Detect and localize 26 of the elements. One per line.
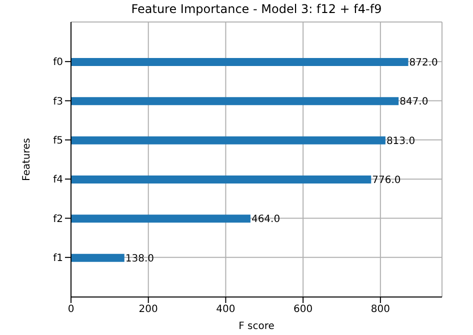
data-label: 847.0 [400,96,428,108]
y-tick-label: f4 [53,174,63,186]
data-label: 464.0 [251,214,280,226]
data-label: 872.0 [409,58,438,69]
x-tick-label: 800 [370,304,390,316]
y-axis-title: Features [22,138,33,181]
bar [71,97,399,106]
x-tick-label: 0 [68,304,74,316]
x-axis-title: F score [238,321,274,332]
bar [71,176,372,184]
x-tick-label: 600 [294,304,313,316]
data-label: 138.0 [125,253,154,264]
y-tick-label: f3 [53,96,63,108]
bar [71,58,408,66]
x-tick-label: 400 [216,304,236,316]
y-tick-label: f2 [53,214,63,225]
x-tick-label: 200 [138,304,158,316]
data-label: 776.0 [372,175,401,186]
y-tick-label: f1 [53,252,63,264]
bar [71,214,250,223]
chart-title: Feature Importance - Model 3: f12 + f4-f9 [130,2,383,16]
bar [71,136,386,144]
bar [71,254,124,262]
y-tick-label: f0 [53,57,63,68]
data-label: 813.0 [386,136,416,147]
y-tick-label: f5 [53,135,63,146]
